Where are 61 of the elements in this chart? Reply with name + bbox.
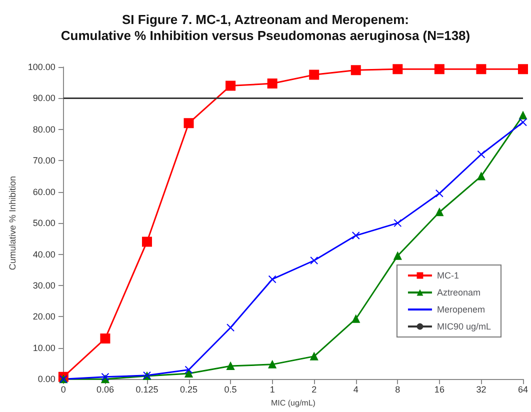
point	[394, 219, 402, 228]
point	[476, 64, 486, 74]
point	[226, 80, 236, 91]
point	[435, 189, 444, 198]
legend-label: Aztreonam	[436, 288, 481, 298]
y-tick-label: 10.00	[32, 342, 56, 353]
y-tick-label: 30.00	[32, 280, 56, 290]
point	[184, 369, 193, 378]
y-axis-title: Cumulative % Inhibition	[8, 176, 18, 270]
point	[226, 324, 235, 332]
point	[518, 64, 528, 74]
y-tick-label: 70.00	[32, 156, 56, 166]
point	[268, 275, 276, 284]
x-tick-label: 0.25	[180, 384, 198, 395]
x-tick-label: 0.125	[136, 384, 158, 395]
y-tick-label: 90.00	[32, 93, 56, 104]
point	[518, 118, 527, 126]
x-axis-title: MIC (ug/mL)	[270, 398, 316, 408]
chart-subtitle: Cumulative % Inhibition versus Pseudomonas aeruginosa (N=138)	[60, 28, 470, 43]
y-tick-label: 0.00	[38, 374, 56, 384]
legend-label: MC-1	[436, 270, 459, 280]
x-tick-label: 8	[395, 384, 400, 395]
y-tick-label: 80.00	[32, 124, 56, 134]
point	[142, 236, 152, 247]
point	[394, 252, 402, 260]
x-tick-label: 64	[518, 384, 528, 395]
y-tick-label: 50.00	[32, 218, 56, 228]
x-tick-label: 4	[353, 384, 358, 395]
legend-label: MIC90 ug/mL	[436, 322, 492, 332]
x-tick-label: 16	[434, 384, 444, 395]
point	[101, 372, 110, 381]
y-tick-label: 20.00	[32, 312, 56, 322]
y-tick-label: 100.00	[28, 62, 56, 72]
point	[350, 65, 361, 76]
x-tick-label: 32	[476, 384, 486, 395]
point	[268, 360, 276, 368]
y-tick-label: 60.00	[32, 186, 56, 197]
point	[392, 64, 403, 74]
point	[184, 366, 193, 374]
point	[184, 118, 194, 128]
x-tick-label: 0.5	[224, 384, 237, 395]
x-tick-label: 0.06	[96, 384, 114, 395]
point	[310, 256, 318, 264]
point	[310, 352, 318, 360]
point	[518, 111, 527, 120]
point	[100, 334, 110, 344]
point	[267, 78, 278, 89]
point	[226, 362, 235, 370]
point	[477, 150, 486, 158]
chart-title: SI Figure 7. MC-1, Aztreonam and Meropenem:	[122, 12, 410, 27]
y-tick-label: 40.00	[32, 249, 56, 260]
point	[352, 232, 360, 240]
legend-label: Meropenem	[436, 304, 486, 314]
x-tick-label: 0	[60, 384, 66, 395]
point	[435, 208, 444, 216]
point	[352, 314, 360, 323]
point	[434, 64, 444, 74]
x-tick-label: 1	[270, 384, 275, 395]
point	[309, 70, 320, 80]
x-tick-label: 2	[312, 384, 317, 395]
point	[477, 172, 486, 180]
